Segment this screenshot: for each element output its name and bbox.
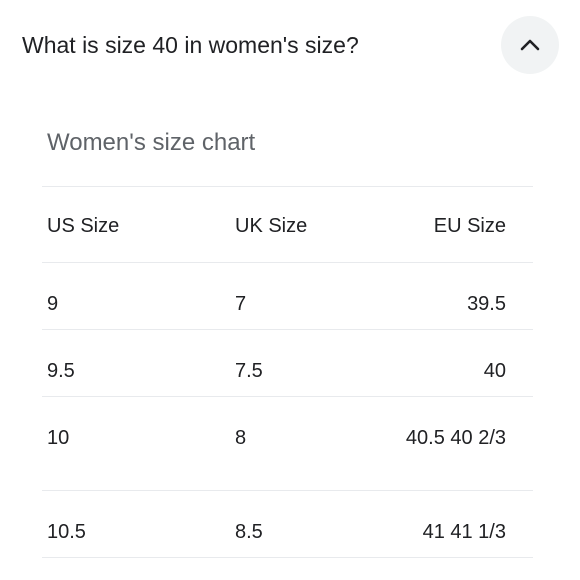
table-row: 9 7 39.5 xyxy=(42,263,533,330)
question-heading[interactable]: What is size 40 in women's size? xyxy=(22,32,359,58)
us-size-cell: 9 xyxy=(47,293,59,315)
table-header-row: US Size UK Size EU Size xyxy=(42,187,533,263)
eu-size-cell: 41 41 1/3 xyxy=(422,521,506,543)
uk-size-cell: 7 xyxy=(235,293,247,315)
table-row: 9.5 7.5 40 xyxy=(42,330,533,397)
eu-size-cell: 40.5 40 2/3 xyxy=(405,427,506,449)
us-size-cell: 10.5 xyxy=(47,521,86,543)
header-uk-size: UK Size xyxy=(235,215,308,237)
eu-size-cell: 39.5 xyxy=(467,293,506,315)
table-row: 10 8 40.5 40 2/3 xyxy=(42,397,533,491)
chevron-up-icon xyxy=(520,39,540,51)
size-table: US Size UK Size EU Size 9 7 39.5 9.5 7.5… xyxy=(42,186,533,558)
uk-size-cell: 8 xyxy=(235,427,247,449)
uk-size-cell: 8.5 xyxy=(235,521,263,543)
eu-size-cell: 40 xyxy=(483,360,506,382)
header-eu-size: EU Size xyxy=(433,215,506,237)
table-row: 10.5 8.5 41 41 1/3 xyxy=(42,491,533,558)
uk-size-cell: 7.5 xyxy=(235,360,263,382)
us-size-cell: 10 xyxy=(47,427,70,449)
us-size-cell: 9.5 xyxy=(47,360,75,382)
collapse-button[interactable] xyxy=(501,16,559,74)
size-chart-title: Women's size chart xyxy=(47,129,256,156)
header-us-size: US Size xyxy=(47,215,120,237)
